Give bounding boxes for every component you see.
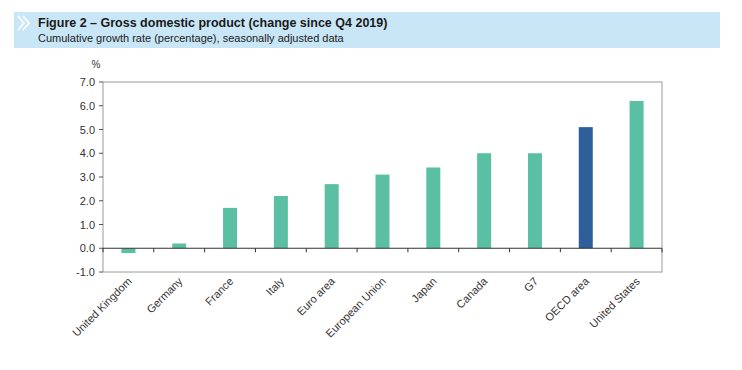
bar [477,153,491,248]
bar [274,196,288,248]
y-tick-label: 0.0 [80,242,95,254]
y-tick-label: 4.0 [80,147,95,159]
header-icon [18,16,29,30]
y-tick-label: 6.0 [80,100,95,112]
category-separator [662,248,663,252]
category-axis [103,248,662,249]
category-separator [306,248,307,252]
category-label: Italy [264,275,287,298]
category-separator [357,248,358,252]
category-label: European Union [323,275,388,340]
y-tick [99,129,103,130]
y-tick-label: 5.0 [80,124,95,136]
bar [528,153,542,248]
y-tick [99,105,103,106]
category-separator [255,248,256,252]
bar [630,101,644,248]
bar [223,208,237,248]
bars [121,101,643,253]
category-separator [509,248,510,252]
y-tick [99,272,103,273]
y-axis-label: % [92,59,101,70]
category-label: OECD area [542,274,591,323]
y-tick [99,82,103,83]
y-tick [99,200,103,201]
category-label: France [203,275,236,308]
bar [172,244,186,249]
category-label: United States [587,275,643,331]
y-tick-label: 2.0 [80,195,95,207]
category-separator [458,248,459,252]
chart: Figure 2 – Gross domestic product (chang… [0,0,742,370]
bar [376,175,390,249]
category-separator [103,248,104,252]
y-tick-label: 3.0 [80,171,95,183]
plot-frame [103,82,662,272]
category-label: G7 [521,275,540,294]
bar [121,248,135,253]
category-separator [407,248,408,252]
category-separator [611,248,612,252]
y-tick-label: 7.0 [80,76,95,88]
category-label: United Kingdom [70,275,134,339]
subtitle: Cumulative growth rate (percentage), sea… [38,32,345,44]
y-tick [99,248,103,249]
y-tick [99,177,103,178]
category-separator [204,248,205,252]
y-tick [99,224,103,225]
bar [426,168,440,249]
category-separator [560,248,561,252]
category-separator [153,248,154,252]
category-label: Germany [144,275,185,316]
category-label: Japan [409,275,439,305]
y-tick-label: -1.0 [76,266,95,278]
category-label: Canada [454,274,490,310]
header-band [14,12,720,48]
category-label: Euro area [294,274,337,317]
bar [325,184,339,248]
bar [579,127,593,248]
title: Figure 2 – Gross domestic product (chang… [38,16,387,30]
y-tick-label: 1.0 [80,219,95,231]
y-tick [99,153,103,154]
